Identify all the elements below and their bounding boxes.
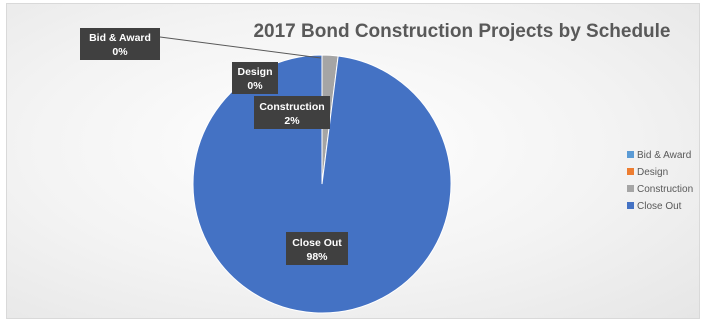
legend-label-close-out: Close Out [637, 201, 682, 212]
legend-item-bid-award: Bid & Award [627, 150, 691, 161]
pie-slice-close-out [192, 54, 452, 314]
legend-swatch-construction [627, 185, 634, 192]
data-label-design-name: Design [237, 66, 272, 78]
data-label-construction-value: 2% [284, 115, 300, 127]
legend-swatch-design [627, 168, 634, 175]
legend: Bid & Award Design Construction Close Ou… [627, 150, 693, 212]
legend-item-construction: Construction [627, 184, 693, 195]
pie-slices [192, 54, 452, 314]
data-label-construction-name: Construction [259, 101, 324, 113]
data-label-close-out: Close Out 98% [286, 232, 348, 265]
legend-label-design: Design [637, 167, 668, 178]
chart-title: 2017 Bond Construction Projects by Sched… [253, 21, 670, 42]
data-label-design: Design 0% [232, 62, 278, 94]
leader-line-bid-award [159, 36, 322, 59]
data-label-bid-award: Bid & Award 0% [80, 28, 160, 60]
legend-label-bid-award: Bid & Award [637, 150, 691, 161]
legend-label-construction: Construction [637, 184, 693, 195]
legend-swatch-close-out [627, 202, 634, 209]
data-label-close-out-name: Close Out [292, 237, 342, 249]
data-label-construction: Construction 2% [254, 96, 330, 129]
data-label-bid-award-value: 0% [112, 46, 128, 58]
legend-swatch-bid-award [627, 151, 634, 158]
data-label-design-value: 0% [247, 80, 263, 92]
legend-item-design: Design [627, 167, 668, 178]
legend-item-close-out: Close Out [627, 201, 682, 212]
data-label-bid-award-name: Bid & Award [89, 32, 151, 44]
data-label-close-out-value: 98% [306, 251, 328, 263]
